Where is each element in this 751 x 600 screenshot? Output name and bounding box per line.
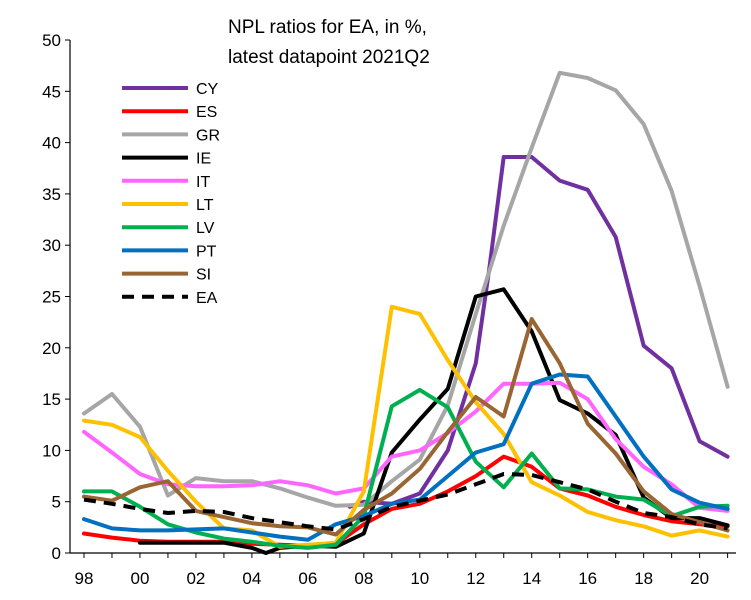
- x-tick-label: 04: [242, 569, 261, 588]
- x-tick-label: 16: [578, 569, 597, 588]
- series-line-ea: [83, 472, 728, 532]
- x-tick-label: 14: [522, 569, 541, 588]
- y-tick-label: 45: [42, 82, 61, 101]
- legend-label-lt: LT: [196, 197, 214, 214]
- chart-title: NPL ratios for EA, in %, latest datapoin…: [228, 17, 430, 68]
- x-tick-label: 20: [690, 569, 709, 588]
- x-tick-label: 18: [634, 569, 653, 588]
- legend: CY ES GR IE IT LT LV PT SI EA: [122, 81, 220, 307]
- x-tick-label: 98: [75, 569, 94, 588]
- y-tick-label: 0: [52, 544, 61, 563]
- series-line-pt: [82, 372, 730, 542]
- series-lines: [82, 70, 730, 555]
- y-tick-label: 50: [42, 31, 61, 50]
- y-tick-label: 25: [42, 288, 61, 307]
- y-tick-label: 10: [42, 441, 61, 460]
- series-line-ie: [138, 287, 730, 555]
- y-tick-label: 5: [52, 493, 61, 512]
- y-tick-label: 40: [42, 134, 61, 153]
- y-tick-label: 20: [42, 339, 61, 358]
- y-tick-label: 15: [42, 390, 61, 409]
- legend-label-si: SI: [196, 267, 211, 284]
- x-tick-label: 06: [298, 569, 317, 588]
- x-tick-label: 10: [410, 569, 429, 588]
- legend-label-gr: GR: [196, 127, 220, 144]
- chart-title-line-1: NPL ratios for EA, in %,: [228, 17, 427, 38]
- legend-label-es: ES: [196, 104, 217, 121]
- series-line-gr: [82, 70, 730, 508]
- x-tick-label: 12: [466, 569, 485, 588]
- legend-label-ie: IE: [196, 151, 211, 168]
- legend-label-ea: EA: [196, 290, 218, 307]
- chart-title-line-2: latest datapoint 2021Q2: [228, 47, 430, 68]
- series-line-cy: [347, 155, 730, 509]
- legend-label-it: IT: [196, 174, 210, 191]
- x-tick-label: 00: [130, 569, 149, 588]
- series-line-lt: [82, 304, 730, 549]
- y-tick-label: 30: [42, 236, 61, 255]
- y-tick-label: 35: [42, 185, 61, 204]
- legend-label-lv: LV: [196, 220, 215, 237]
- x-tick-label: 08: [354, 569, 373, 588]
- x-tick-label: 02: [186, 569, 205, 588]
- series-line-si: [82, 317, 730, 537]
- series-line-it: [82, 380, 730, 513]
- legend-label-pt: PT: [196, 243, 217, 260]
- legend-label-cy: CY: [196, 81, 219, 98]
- axes: 0 5 10 15 20 25 30 35 40 45 50 98 00 02 04 06 08 10 12 14 16…: [42, 31, 736, 588]
